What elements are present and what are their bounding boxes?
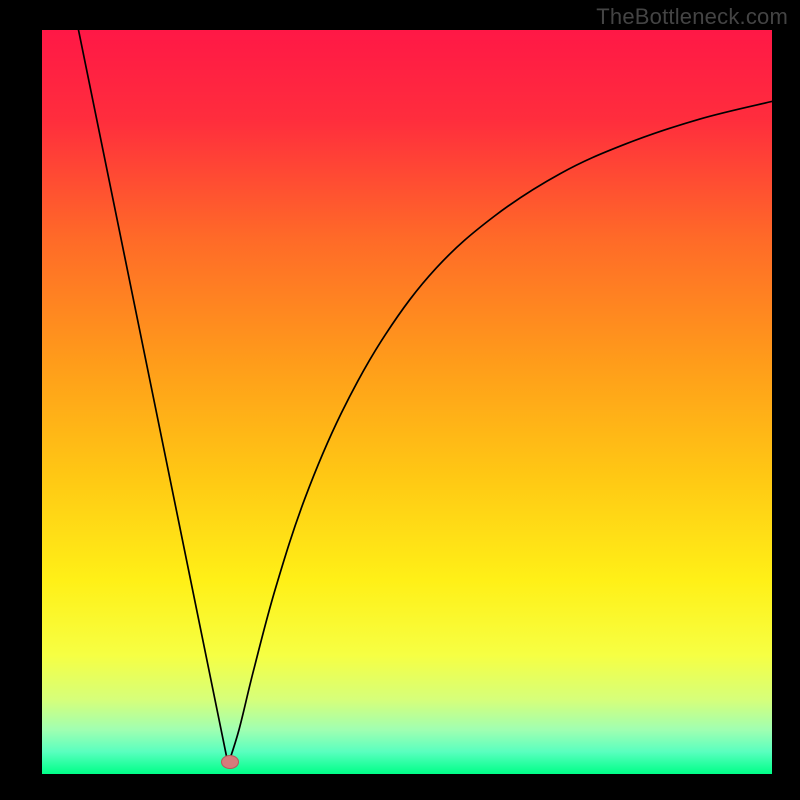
bottleneck-curve xyxy=(42,30,772,774)
plot-area xyxy=(42,30,772,774)
curve-path xyxy=(79,30,773,764)
chart-frame: TheBottleneck.com xyxy=(0,0,800,800)
minimum-marker xyxy=(221,755,239,769)
watermark-text: TheBottleneck.com xyxy=(596,4,788,30)
